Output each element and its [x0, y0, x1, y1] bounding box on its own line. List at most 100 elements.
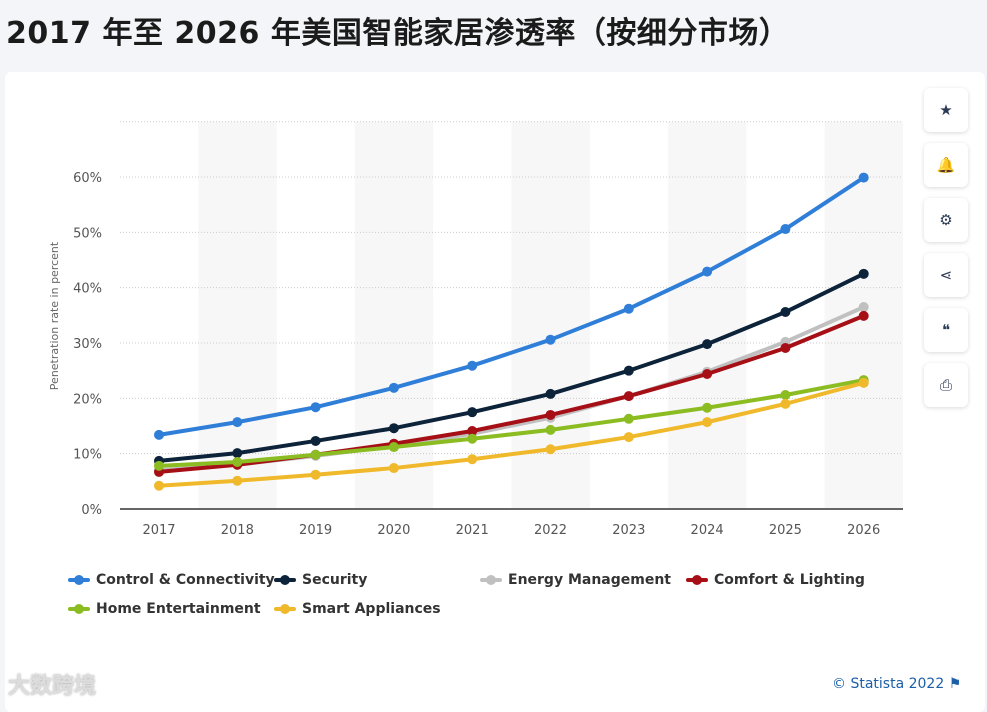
- data-point-comfort-lighting: [623, 391, 634, 402]
- data-point-security: [388, 423, 399, 434]
- data-point-smart-appliances: [623, 432, 634, 443]
- statista-credit[interactable]: © Statista 2022 ⚑: [832, 676, 961, 692]
- data-point-smart-appliances: [232, 475, 243, 486]
- data-point-smart-appliances: [154, 480, 164, 491]
- legend-item[interactable]: Energy Management: [480, 572, 671, 588]
- band: [668, 121, 747, 509]
- data-point-home-entertainment: [467, 433, 478, 444]
- legend-marker-icon: [274, 575, 296, 585]
- gear-button[interactable]: ⚙: [924, 198, 968, 242]
- x-tick-label: 2020: [377, 523, 410, 538]
- legend-label: Security: [302, 572, 368, 588]
- series-line-home-entertainment: [158, 378, 865, 468]
- line-chart: 0% 10% 20% 30% 40% 50% 60% 2017 2018 2019 2020 2021…: [48, 121, 903, 538]
- legend-marker-icon: [480, 575, 502, 585]
- data-point-smart-appliances: [467, 454, 478, 465]
- flag-icon: ⚑: [948, 676, 962, 692]
- data-point-smart-appliances: [858, 377, 869, 388]
- legend-label: Smart Appliances: [302, 601, 441, 617]
- legend-label: Energy Management: [508, 572, 672, 588]
- legend-label: Comfort & Lighting: [714, 572, 865, 588]
- data-point-security: [858, 268, 869, 279]
- legend-marker-icon: [68, 575, 90, 585]
- y-tick-label: 10%: [73, 448, 102, 463]
- y-tick-label: 30%: [73, 337, 102, 352]
- share-button[interactable]: ⋖: [924, 253, 968, 297]
- data-point-control-connectivity: [780, 224, 791, 235]
- y-tick-label: 20%: [73, 392, 102, 407]
- data-point-security: [780, 307, 791, 318]
- legend-item[interactable]: Home Entertainment: [68, 601, 261, 617]
- data-point-home-entertainment: [780, 390, 791, 401]
- data-point-control-connectivity: [545, 334, 556, 345]
- legend-item[interactable]: Security: [274, 572, 367, 588]
- legend-label: Control & Connectivity: [96, 572, 275, 588]
- data-point-smart-appliances: [388, 463, 399, 474]
- data-point-control-connectivity: [310, 402, 321, 413]
- gear-icon: ⚙: [939, 211, 953, 229]
- band: [198, 121, 277, 509]
- legend-item[interactable]: Control & Connectivity: [68, 572, 275, 588]
- data-point-home-entertainment: [545, 424, 556, 435]
- share-icon: ⋖: [939, 266, 953, 284]
- data-point-home-entertainment: [623, 413, 634, 424]
- quote-icon: ❝: [941, 321, 951, 339]
- series-line-security: [158, 272, 865, 463]
- data-point-security: [623, 365, 634, 376]
- series-line-smart-appliances: [158, 380, 865, 488]
- x-tick-label: 2023: [612, 523, 645, 538]
- data-point-comfort-lighting: [467, 425, 478, 436]
- data-point-comfort-lighting: [545, 409, 556, 420]
- legend-label: Home Entertainment: [96, 601, 261, 617]
- data-point-home-entertainment: [232, 456, 243, 467]
- star-icon: ★: [939, 101, 953, 119]
- data-point-comfort-lighting: [702, 368, 713, 379]
- data-point-control-connectivity: [154, 429, 164, 440]
- credit-text[interactable]: © Statista 2022: [832, 676, 945, 692]
- data-point-energy-management: [858, 302, 869, 313]
- quote-button[interactable]: ❝: [924, 308, 968, 352]
- x-tick-label: 2024: [691, 523, 724, 538]
- bell-button[interactable]: 🔔: [924, 143, 968, 187]
- data-point-security: [232, 448, 243, 459]
- data-point-smart-appliances: [780, 398, 791, 409]
- x-tick-label: 2025: [769, 523, 802, 538]
- data-point-control-connectivity: [702, 266, 713, 277]
- x-tick-label: 2021: [456, 523, 489, 538]
- y-axis-label: Penetration rate in percent: [48, 241, 61, 390]
- data-point-security: [702, 339, 713, 350]
- data-point-home-entertainment: [154, 460, 164, 471]
- legend-item[interactable]: Smart Appliances: [274, 601, 441, 617]
- data-point-comfort-lighting: [780, 342, 791, 353]
- bell-icon: 🔔: [936, 156, 956, 174]
- chart-card: [5, 72, 985, 712]
- y-tick-label: 50%: [73, 226, 102, 241]
- data-point-smart-appliances: [545, 444, 556, 455]
- print-button[interactable]: ⎙: [924, 363, 968, 407]
- data-point-security: [310, 435, 321, 446]
- data-point-smart-appliances: [702, 417, 713, 428]
- legend-item[interactable]: Comfort & Lighting: [686, 572, 865, 588]
- legend-marker-icon: [274, 604, 296, 614]
- data-point-home-entertainment: [388, 442, 399, 453]
- data-point-control-connectivity: [858, 172, 869, 183]
- watermark: 大数跨境: [8, 674, 97, 699]
- star-button[interactable]: ★: [924, 88, 968, 132]
- y-tick-label: 60%: [73, 171, 102, 186]
- y-tick-label: 40%: [73, 282, 102, 297]
- data-point-control-connectivity: [623, 303, 634, 314]
- data-point-control-connectivity: [467, 360, 478, 371]
- x-tick-label: 2018: [221, 523, 254, 538]
- legend-marker-icon: [68, 604, 90, 614]
- data-point-control-connectivity: [232, 417, 243, 428]
- data-point-smart-appliances: [310, 469, 321, 480]
- data-point-security: [467, 407, 478, 418]
- x-tick-label: 2019: [299, 523, 332, 538]
- legend-marker-icon: [686, 575, 708, 585]
- x-tick-label: 2017: [142, 523, 175, 538]
- data-point-security: [545, 388, 556, 399]
- series-line-control-connectivity: [158, 175, 865, 437]
- page-title: 2017 年至 2026 年美国智能家居渗透率（按细分市场）: [6, 16, 790, 51]
- data-point-control-connectivity: [388, 382, 399, 393]
- y-tick-label: 0%: [81, 503, 102, 518]
